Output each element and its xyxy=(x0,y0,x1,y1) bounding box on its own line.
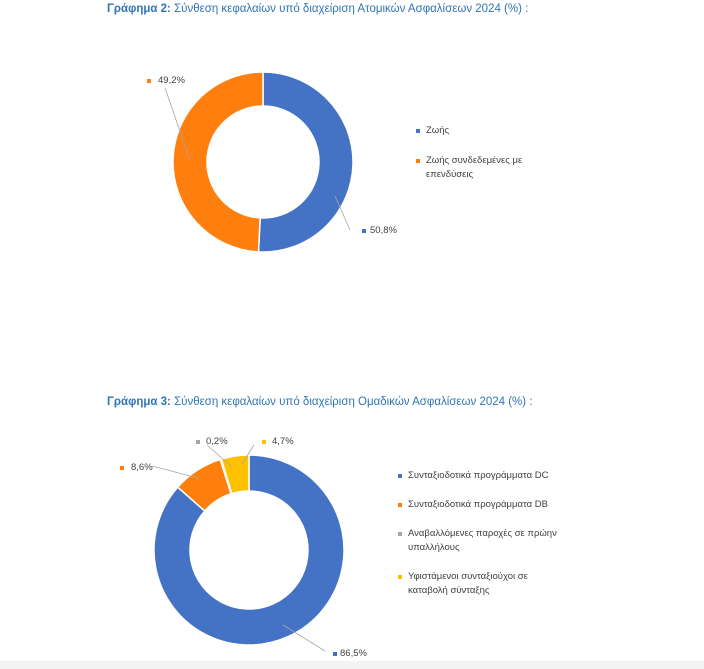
chart-title-lead: Γράφημα 2: xyxy=(107,3,171,15)
data-label-marker xyxy=(147,79,151,83)
legend-label: Αναβαλλόμενες παροχές σε πρώην υπαλλήλου… xyxy=(408,528,557,553)
legend-item: Συνταξιοδοτικά προγράμματα DB xyxy=(398,498,558,512)
data-label: 0,2% xyxy=(206,436,228,447)
legend-label: Ζωής συνδεδεμένες με επενδύσεις xyxy=(426,155,523,180)
legend-label: Συνταξιοδοτικά προγράμματα DC xyxy=(408,470,549,481)
donut-slice xyxy=(257,71,354,253)
page-bottom-strip xyxy=(0,661,704,669)
data-label: 8,6% xyxy=(131,462,153,473)
chart-title: Γράφημα 2: Σύνθεση κεφαλαίων υπό διαχείρ… xyxy=(107,3,528,15)
legend-item: Υφιστάμενοι συνταξιούχοι σε καταβολή σύν… xyxy=(398,570,558,598)
legend-item: Ζωής xyxy=(416,124,556,138)
legend-swatch xyxy=(416,159,420,163)
data-label: 4,7% xyxy=(272,436,294,447)
leader-line xyxy=(206,444,233,468)
leader-line xyxy=(151,465,199,479)
donut-slice xyxy=(172,71,264,253)
legend-label: Συνταξιοδοτικά προγράμματα DB xyxy=(408,499,548,510)
leader-line xyxy=(282,624,326,652)
chart-title-text: Σύνθεση κεφαλαίων υπό διαχείριση Ατομικώ… xyxy=(174,3,529,15)
leader-line xyxy=(334,195,351,231)
data-label: 50,8% xyxy=(370,225,397,236)
data-label-marker xyxy=(120,466,124,470)
chart-legend: Συνταξιοδοτικά προγράμματα DC Συνταξιοδοτ… xyxy=(398,469,558,613)
legend-item: Αναβαλλόμενες παροχές σε πρώην υπαλλήλου… xyxy=(398,527,558,555)
legend-swatch xyxy=(398,503,402,507)
chart-title-lead: Γράφημα 3: xyxy=(107,396,171,408)
data-label-marker xyxy=(362,229,366,233)
legend-swatch xyxy=(398,532,402,536)
leader-line xyxy=(241,444,255,465)
legend-label: Υφιστάμενοι συνταξιούχοι σε καταβολή σύν… xyxy=(408,571,528,596)
legend-swatch xyxy=(398,575,402,579)
leader-line xyxy=(164,87,191,161)
legend-swatch xyxy=(416,129,420,133)
data-label-marker xyxy=(262,440,266,444)
donut-slice xyxy=(153,454,345,646)
data-label-marker xyxy=(333,652,337,656)
chart-title: Γράφημα 3: Σύνθεση κεφαλαίων υπό διαχείρ… xyxy=(107,396,533,408)
chart-legend: Ζωής Ζωής συνδεδεμένες με επενδύσεις xyxy=(416,124,556,198)
data-label: 86,5% xyxy=(340,648,367,659)
data-label: 49,2% xyxy=(158,75,185,86)
legend-item: Συνταξιοδοτικά προγράμματα DC xyxy=(398,469,558,483)
donut-slice xyxy=(220,454,250,495)
data-label-marker xyxy=(196,440,200,444)
chart-title-text: Σύνθεση κεφαλαίων υπό διαχείριση Ομαδικώ… xyxy=(174,396,533,408)
legend-label: Ζωής xyxy=(426,125,450,136)
legend-item: Ζωής συνδεδεμένες με επενδύσεις xyxy=(416,154,556,182)
legend-swatch xyxy=(398,474,402,478)
